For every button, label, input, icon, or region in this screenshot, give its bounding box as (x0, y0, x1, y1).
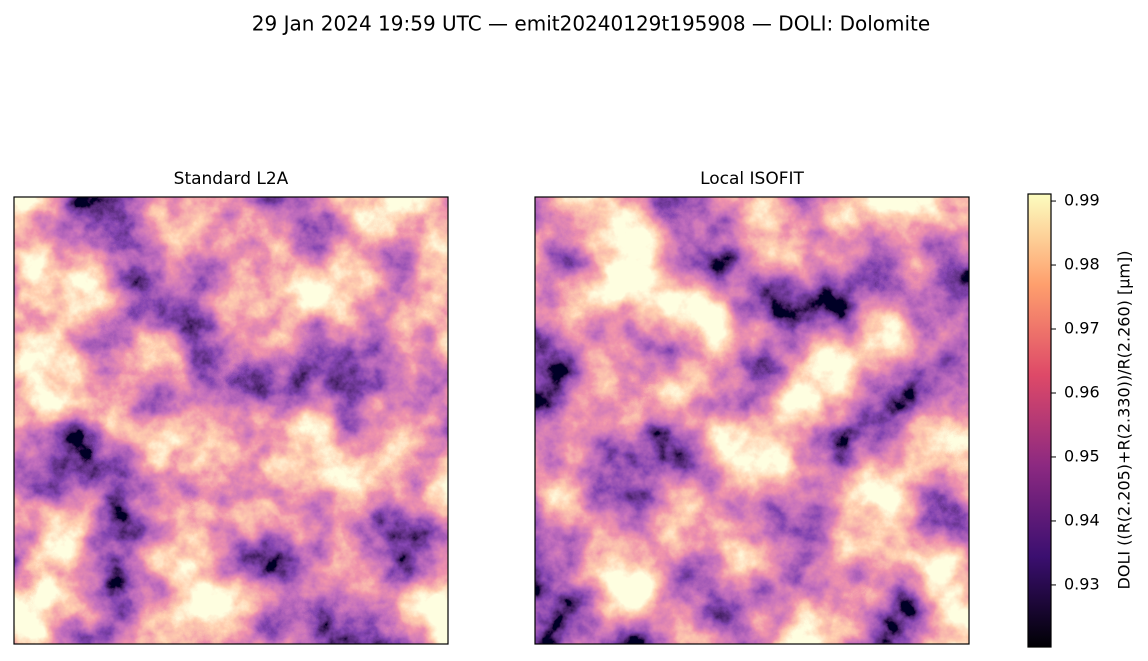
panel: Standard L2A (13, 169, 449, 645)
tick-label: 0.98 (1064, 255, 1100, 274)
panel-title: Local ISOFIT (700, 169, 804, 189)
tick-label: 0.96 (1064, 382, 1100, 401)
figure-title: 29 Jan 2024 19:59 UTC — emit20240129t195… (252, 12, 930, 36)
tick-label: 0.94 (1064, 510, 1100, 529)
panel: Local ISOFIT (534, 169, 970, 645)
frame (13, 196, 449, 645)
colorbar-label: DOLI ((R(2.205)+R(2.330))/R(2.260) [µm]) (1115, 251, 1134, 590)
frame (534, 196, 970, 645)
image (14, 197, 448, 644)
tick-label: 0.97 (1064, 319, 1100, 338)
tick-label: 0.93 (1064, 574, 1100, 593)
colorbar (1027, 193, 1052, 648)
image (535, 197, 969, 644)
tick-label: 0.99 (1064, 191, 1100, 210)
panel-title: Standard L2A (174, 169, 289, 189)
tick-label: 0.95 (1064, 446, 1100, 465)
